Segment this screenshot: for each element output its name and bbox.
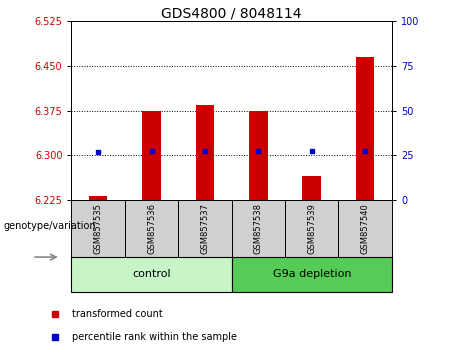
Bar [231, 257, 392, 292]
Bar [89, 196, 107, 200]
Bar [249, 111, 268, 200]
Text: GSM857535: GSM857535 [94, 203, 103, 254]
Bar [71, 257, 231, 292]
Bar [356, 57, 374, 200]
Text: control: control [132, 269, 171, 279]
Bar [71, 200, 125, 257]
Bar [231, 200, 285, 257]
Bar [338, 200, 392, 257]
Text: genotype/variation: genotype/variation [4, 221, 96, 231]
Title: GDS4800 / 8048114: GDS4800 / 8048114 [161, 6, 302, 20]
Text: G9a depletion: G9a depletion [272, 269, 351, 279]
Text: transformed count: transformed count [72, 309, 163, 319]
Text: GSM857539: GSM857539 [307, 203, 316, 254]
Text: GSM857536: GSM857536 [147, 203, 156, 254]
Text: GSM857538: GSM857538 [254, 203, 263, 254]
Bar [178, 200, 231, 257]
Text: GSM857537: GSM857537 [201, 203, 209, 254]
Bar [142, 111, 161, 200]
Bar [195, 105, 214, 200]
Text: percentile rank within the sample: percentile rank within the sample [72, 332, 237, 342]
Text: GSM857540: GSM857540 [361, 203, 370, 254]
Bar [285, 200, 338, 257]
Bar [302, 176, 321, 200]
Bar [125, 200, 178, 257]
